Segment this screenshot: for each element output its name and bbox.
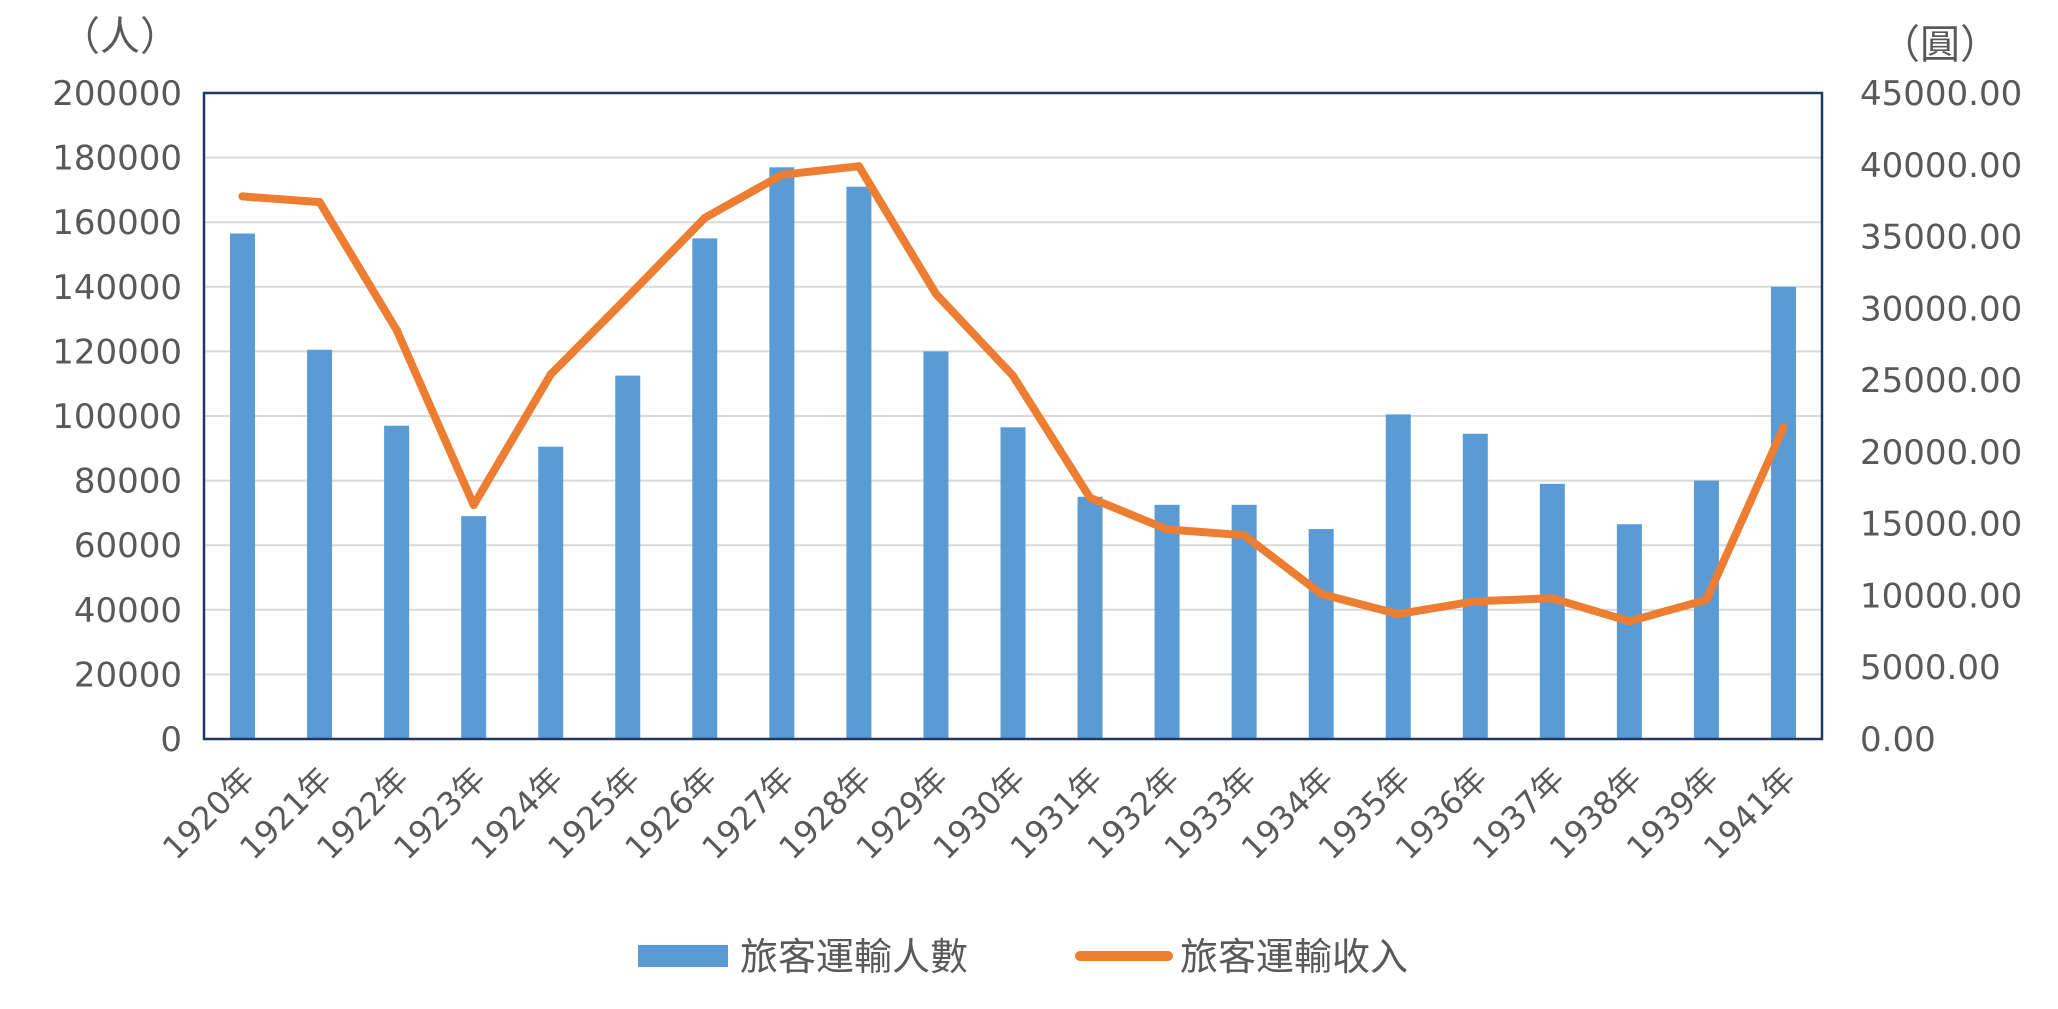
left-tick-label: 200000 [52, 74, 182, 114]
plot-area-frame [202, 91, 1824, 741]
line-point [1394, 610, 1403, 619]
line-point [854, 162, 863, 171]
line-point [469, 501, 478, 510]
x-axis-ticks: 1920年1921年1922年1923年1924年1925年1926年1927年… [155, 760, 1803, 867]
legend-swatch-passengers [638, 945, 728, 967]
right-tick-label: 30000.00 [1860, 289, 2022, 329]
left-tick-label: 160000 [52, 203, 182, 243]
line-point [777, 170, 786, 179]
right-tick-label: 0.00 [1860, 720, 1936, 760]
bar [692, 238, 718, 739]
bar [384, 425, 410, 739]
line-point [1471, 597, 1480, 606]
left-tick-label: 0 [160, 720, 182, 760]
right-axis-ticks: 0.00 5000.00 10000.00 15000.00 20000.00 25000… [1860, 74, 2022, 760]
left-tick-label: 100000 [52, 397, 182, 437]
bar [615, 375, 641, 739]
left-tick-label: 80000 [74, 462, 182, 502]
left-axis-ticks: 0 20000 40000 60000 80000 100000 120000 140000 1… [52, 74, 182, 760]
left-tick-label: 140000 [52, 268, 182, 308]
line-point [623, 292, 632, 301]
line-point [1548, 594, 1557, 603]
legend-label-revenue: 旅客運輸收入 [1180, 935, 1408, 979]
bar-series-passengers [230, 167, 1796, 740]
left-tick-label: 120000 [52, 332, 182, 372]
bar [307, 349, 333, 739]
right-tick-label: 20000.00 [1860, 433, 2022, 473]
line-point [1625, 617, 1634, 626]
line-point [700, 213, 709, 222]
line-point [1086, 493, 1095, 502]
line-point [238, 192, 247, 201]
left-axis-unit: （人） [60, 14, 180, 60]
line-point [1240, 531, 1249, 540]
line-point [315, 198, 324, 207]
line-point [1009, 371, 1017, 380]
bar [1385, 414, 1411, 739]
line-point [392, 325, 401, 334]
bar [1616, 524, 1642, 739]
bar [1462, 433, 1488, 739]
line-point [1779, 423, 1788, 432]
right-tick-label: 5000.00 [1860, 648, 2001, 688]
legend-label-passengers: 旅客運輸人數 [740, 935, 968, 979]
bar [1770, 286, 1796, 739]
line-point [1163, 525, 1172, 534]
bar [1077, 496, 1103, 739]
bar [538, 446, 564, 739]
line-point [931, 289, 940, 298]
legend: 旅客運輸人數 旅客運輸收入 [638, 935, 1408, 979]
left-tick-label: 60000 [74, 526, 182, 566]
right-axis-unit: （圓） [1880, 22, 2000, 68]
left-tick-label: 20000 [74, 655, 182, 695]
bar [461, 516, 487, 739]
bar [769, 167, 795, 740]
right-tick-label: 45000.00 [1860, 74, 2022, 114]
left-tick-label: 180000 [52, 139, 182, 179]
bar [1000, 427, 1026, 739]
bar [1539, 483, 1565, 739]
bar [846, 186, 872, 740]
right-tick-label: 25000.00 [1860, 361, 2022, 401]
bar [923, 351, 949, 739]
bar [230, 233, 256, 739]
left-tick-label: 40000 [74, 591, 182, 631]
right-tick-label: 10000.00 [1860, 576, 2022, 616]
right-tick-label: 15000.00 [1860, 505, 2022, 545]
bar [1154, 504, 1180, 739]
line-point [546, 370, 555, 379]
line-series-revenue [238, 162, 1788, 626]
line-point [1702, 595, 1711, 604]
bar [1308, 529, 1334, 739]
right-tick-label: 35000.00 [1860, 218, 2022, 258]
line-point [1317, 590, 1326, 599]
bar [1693, 480, 1719, 739]
right-tick-label: 40000.00 [1860, 146, 2022, 186]
